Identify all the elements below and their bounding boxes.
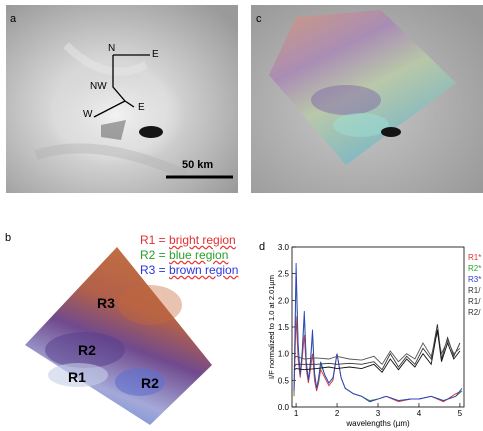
- series-line-2: [293, 262, 463, 403]
- region-label-r3: R3: [97, 295, 115, 311]
- x-tick-label: 4: [417, 409, 422, 418]
- panel-b-image: [25, 247, 212, 425]
- legend-r2-text: blue region: [169, 248, 229, 262]
- region-label-r1: R1: [68, 369, 86, 385]
- series-label-1: R2*: [468, 264, 482, 273]
- x-axis-label: wavelengths (µm): [345, 419, 410, 428]
- legend-r3-text: brown region: [169, 263, 239, 277]
- series-label-2: R3*: [468, 275, 482, 284]
- legend-r3: R3 = brown region: [140, 263, 238, 278]
- direction-label-n: N: [108, 43, 116, 54]
- x-tick-label: 3: [376, 409, 381, 418]
- panel-c-image: [251, 5, 483, 193]
- direction-label-w: W: [83, 109, 93, 120]
- panel-a-label: a: [10, 13, 17, 25]
- series-label-0: R1*: [468, 253, 482, 262]
- region-label-r2-left: R2: [78, 342, 96, 358]
- spectra-chart: 0.0 0.5 1.0 1.5 2.0 2.5 3.0 1 2 3 4 5 wavelengths (µ…: [267, 243, 465, 428]
- direction-label-e-mid: E: [138, 102, 145, 113]
- y-tick-label: 2.0: [278, 296, 290, 305]
- panel-c: c: [251, 5, 483, 193]
- panel-a-image: [6, 5, 238, 193]
- legend-r1-text: bright region: [169, 233, 236, 247]
- y-tick-label: 2.5: [278, 270, 290, 279]
- y-tick-label: 0.0: [278, 403, 290, 412]
- series-label-3: R1/: [468, 286, 481, 295]
- series-line-5: [293, 329, 461, 374]
- panel-a: a N E NW E W 50 km: [6, 5, 238, 193]
- panel-d-label: d: [259, 241, 266, 253]
- panel-c-label: c: [256, 13, 262, 25]
- y-axis-label: I/F normalized to 1.0 at 2.01µm: [267, 275, 276, 379]
- legend-r1: R1 = bright region: [140, 233, 236, 248]
- panel-b-label: b: [5, 232, 12, 244]
- y-tick-label: 1.5: [278, 323, 290, 332]
- y-tick-label: 3.0: [278, 243, 290, 252]
- x-tick-label: 5: [458, 409, 463, 418]
- legend-r2: R2 = blue region: [140, 248, 228, 263]
- panel-b: b R3 R2 R1 R2 R1 = bright region R2 = bl…: [0, 225, 260, 431]
- region-label-r2-right: R2: [141, 375, 159, 391]
- direction-label-e-top: E: [152, 49, 159, 60]
- y-tick-label: 0.5: [278, 376, 290, 385]
- x-tick-label: 1: [294, 409, 299, 418]
- series-line-4: [293, 332, 461, 366]
- panel-d: d 0.0 0.5 1.0 1.5 2.0 2.5 3.0 1 2 3 4 5 wavelengths …: [258, 225, 483, 431]
- x-tick-label: 2: [335, 409, 340, 418]
- legend-r2-code: R2 =: [140, 248, 170, 262]
- series-label-5: R2/: [468, 308, 481, 317]
- legend-r3-code: R3 =: [140, 263, 170, 277]
- direction-label-nw: NW: [90, 81, 107, 92]
- legend-r1-code: R1 =: [140, 233, 170, 247]
- scale-bar-label: 50 km: [182, 159, 214, 171]
- series-line-3: [293, 324, 461, 371]
- series-label-4: R1/: [468, 297, 481, 306]
- y-tick-label: 1.0: [278, 350, 290, 359]
